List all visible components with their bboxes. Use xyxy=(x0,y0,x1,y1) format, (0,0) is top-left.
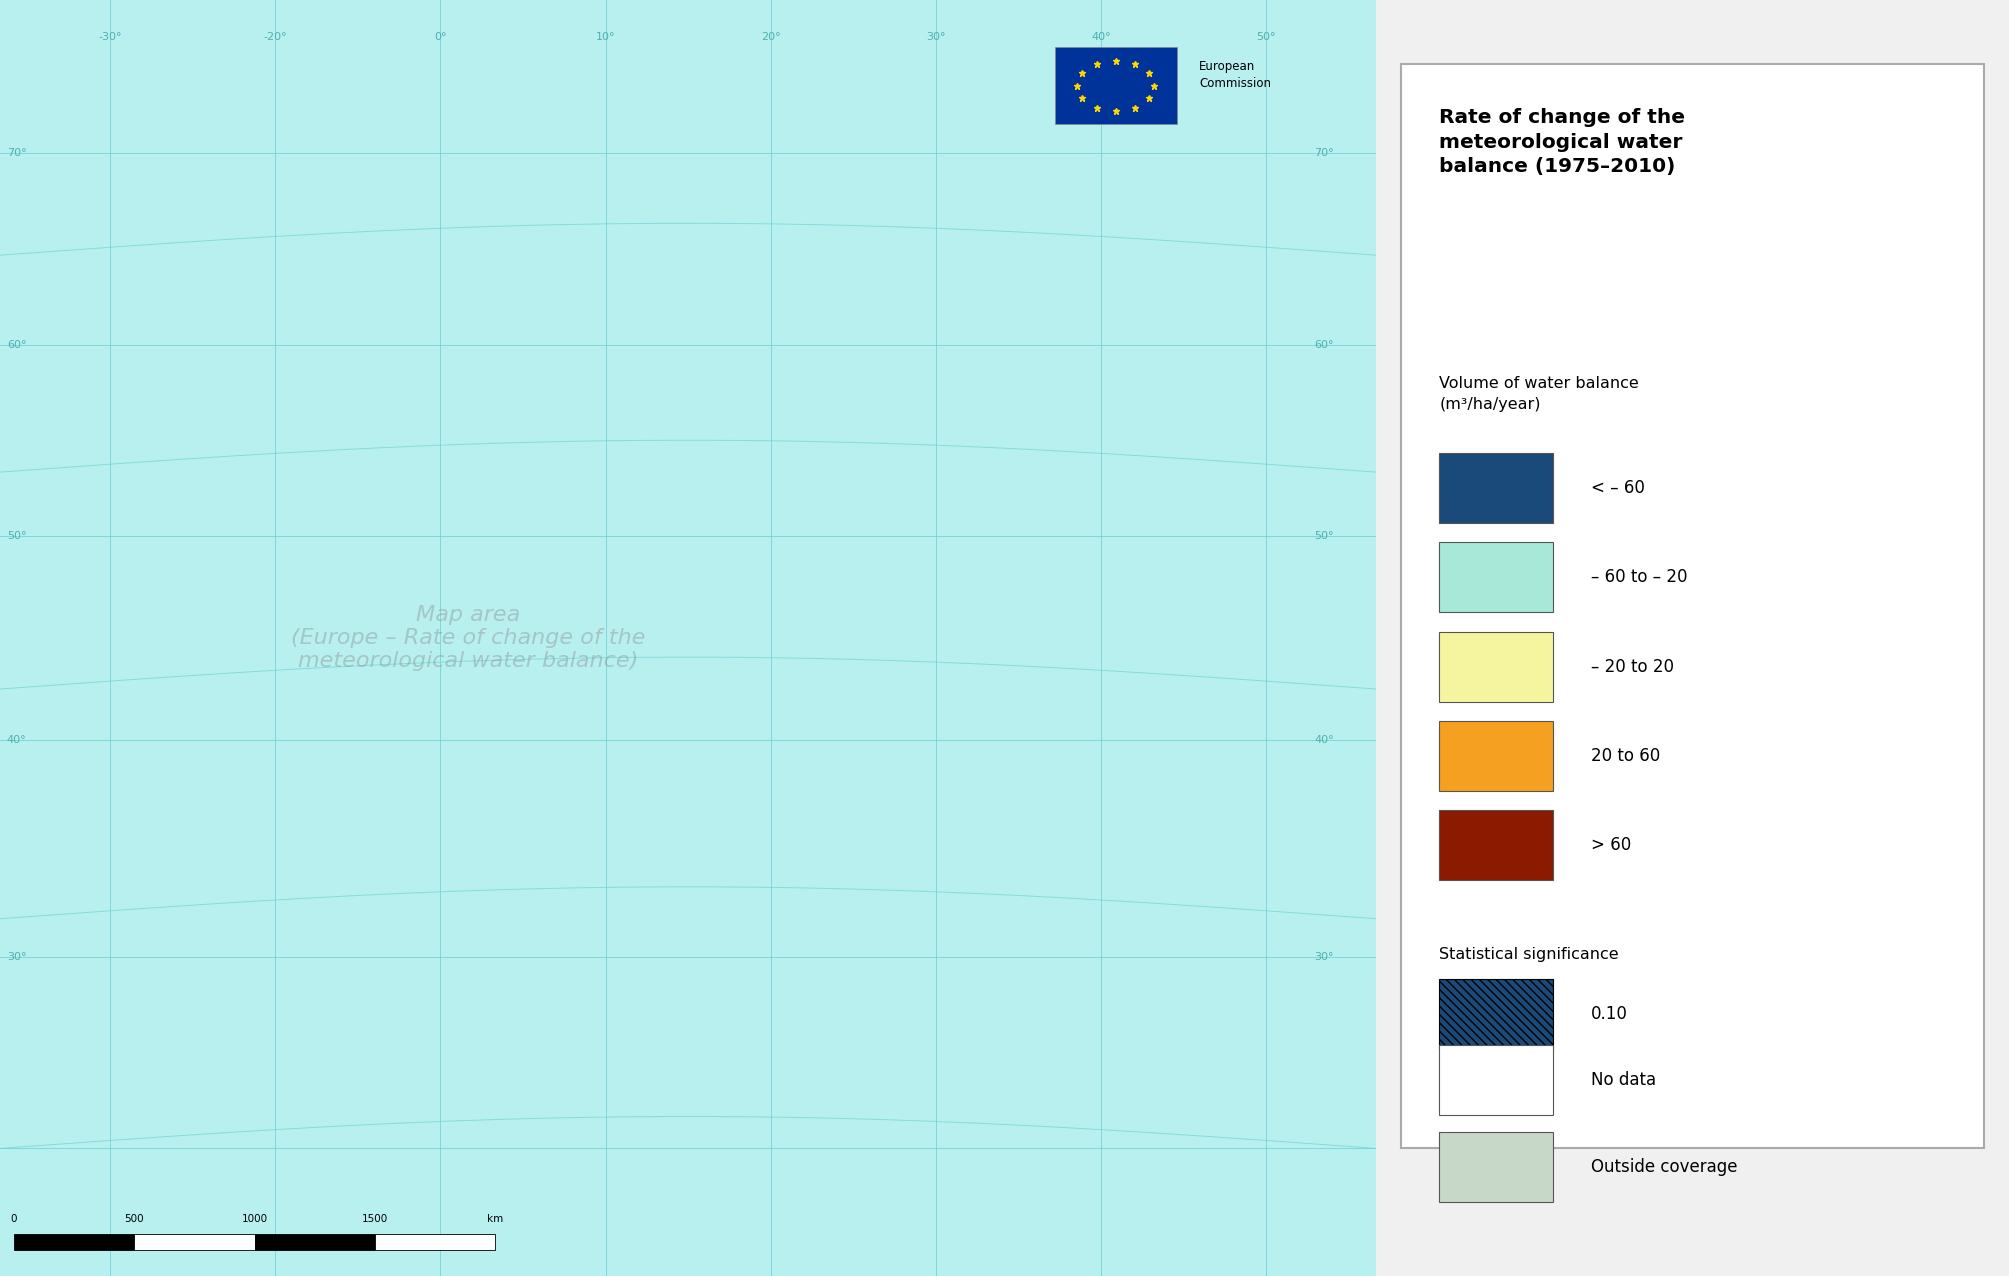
Bar xyxy=(14,1234,135,1250)
Bar xyxy=(1438,453,1553,523)
Text: km: km xyxy=(488,1213,504,1224)
Bar xyxy=(1438,542,1553,612)
Text: Volume of water balance
(m³/ha/year): Volume of water balance (m³/ha/year) xyxy=(1438,376,1639,412)
Text: 1000: 1000 xyxy=(241,1213,267,1224)
Text: European
Commission: European Commission xyxy=(1199,60,1272,91)
Bar xyxy=(1438,632,1553,702)
Bar xyxy=(1438,1132,1553,1202)
Text: Outside coverage: Outside coverage xyxy=(1591,1157,1738,1176)
Text: 40°: 40° xyxy=(1314,735,1334,745)
Text: 0: 0 xyxy=(10,1213,16,1224)
Text: – 20 to 20: – 20 to 20 xyxy=(1591,657,1673,676)
Bar xyxy=(1055,47,1177,125)
Text: 0.10: 0.10 xyxy=(1591,1004,1627,1023)
Text: < – 60: < – 60 xyxy=(1591,478,1645,498)
Text: 50°: 50° xyxy=(1256,32,1276,42)
Text: 30°: 30° xyxy=(6,952,26,962)
Text: 500: 500 xyxy=(125,1213,145,1224)
Text: 60°: 60° xyxy=(1314,339,1334,350)
Text: > 60: > 60 xyxy=(1591,836,1631,855)
Text: 0°: 0° xyxy=(434,32,446,42)
Text: 70°: 70° xyxy=(1314,148,1334,158)
Bar xyxy=(135,1234,255,1250)
Text: Statistical significance: Statistical significance xyxy=(1438,947,1619,962)
Bar xyxy=(1438,979,1553,1049)
Bar xyxy=(255,1234,376,1250)
Bar xyxy=(1438,1045,1553,1115)
Text: 30°: 30° xyxy=(926,32,946,42)
Text: 30°: 30° xyxy=(1314,952,1334,962)
Text: 20 to 60: 20 to 60 xyxy=(1591,746,1661,766)
Text: – 60 to – 20: – 60 to – 20 xyxy=(1591,568,1688,587)
Text: -20°: -20° xyxy=(263,32,287,42)
Text: Map area
(Europe – Rate of change of the
meteorological water balance): Map area (Europe – Rate of change of the… xyxy=(291,605,645,671)
Text: 60°: 60° xyxy=(6,339,26,350)
Bar xyxy=(1438,721,1553,791)
Text: 50°: 50° xyxy=(6,531,26,541)
Text: No data: No data xyxy=(1591,1071,1657,1090)
Text: 20°: 20° xyxy=(761,32,779,42)
Text: 70°: 70° xyxy=(6,148,26,158)
Bar xyxy=(1438,810,1553,880)
Text: -30°: -30° xyxy=(98,32,123,42)
Text: Rate of change of the
meteorological water
balance (1975–2010): Rate of change of the meteorological wat… xyxy=(1438,108,1686,176)
Text: 40°: 40° xyxy=(1091,32,1111,42)
Text: 50°: 50° xyxy=(1314,531,1334,541)
FancyBboxPatch shape xyxy=(1402,64,1983,1148)
Text: 10°: 10° xyxy=(597,32,615,42)
Bar xyxy=(376,1234,496,1250)
Text: 1500: 1500 xyxy=(362,1213,388,1224)
Text: 40°: 40° xyxy=(6,735,26,745)
